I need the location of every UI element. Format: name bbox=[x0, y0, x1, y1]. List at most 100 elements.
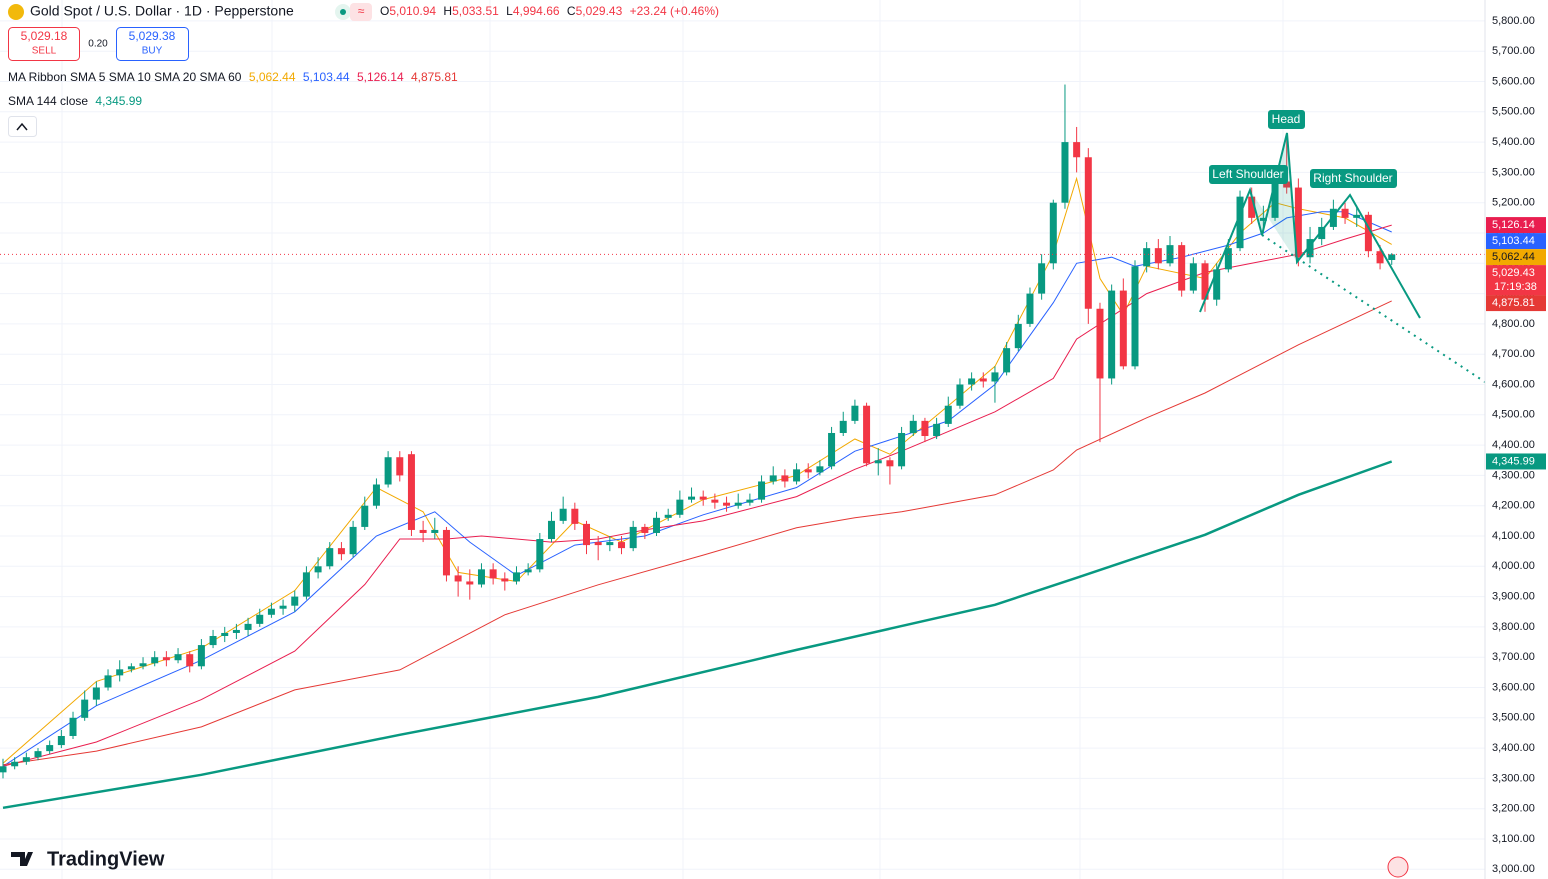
candle-body bbox=[618, 542, 626, 549]
flag-icon bbox=[1387, 856, 1409, 878]
collapse-button[interactable] bbox=[8, 116, 37, 137]
ohlc-value: 5,029.43 bbox=[576, 4, 623, 18]
label-box bbox=[1209, 165, 1288, 184]
candle-body bbox=[839, 420, 847, 433]
y-tick-label: 5,600.00 bbox=[1492, 75, 1535, 87]
candle-body bbox=[186, 654, 194, 667]
candle-body bbox=[1388, 254, 1396, 260]
candle-body bbox=[629, 526, 637, 549]
status-dot bbox=[340, 9, 346, 15]
candle-body bbox=[104, 675, 112, 688]
candle-body bbox=[349, 526, 357, 555]
candle-body bbox=[326, 548, 334, 567]
candle-body bbox=[536, 539, 544, 570]
candle-body bbox=[851, 405, 859, 421]
y-tick-label: 3,000.00 bbox=[1492, 863, 1535, 875]
y-tick-label: 3,700.00 bbox=[1492, 651, 1535, 663]
candle-body bbox=[116, 669, 124, 676]
y-tick-label: 3,600.00 bbox=[1492, 681, 1535, 693]
candle-body bbox=[151, 657, 159, 664]
candle-body bbox=[501, 578, 509, 582]
candle-body bbox=[46, 745, 54, 752]
symbol-title[interactable]: Gold Spot / U.S. Dollar · 1D · Peppersto… bbox=[30, 3, 294, 19]
y-tick-label: 3,300.00 bbox=[1492, 772, 1535, 784]
y-tick-label: 5,400.00 bbox=[1492, 136, 1535, 148]
ohlc-value: 4,994.66 bbox=[513, 4, 560, 18]
candle-body bbox=[1318, 226, 1326, 240]
ohlc-value: 5,033.51 bbox=[452, 4, 499, 18]
annotation: Left Shoulder bbox=[1212, 167, 1283, 181]
candle-body bbox=[22, 757, 30, 762]
candle-body bbox=[746, 499, 754, 503]
y-tick-label: 4,000.00 bbox=[1492, 560, 1535, 572]
status-glyph: ≈ bbox=[358, 4, 365, 18]
candle-body bbox=[571, 508, 579, 524]
candle-body bbox=[256, 614, 264, 624]
buy-button[interactable] bbox=[116, 27, 189, 61]
candle-body bbox=[1236, 196, 1244, 249]
price-badge bbox=[1486, 295, 1546, 312]
sma144-legend: SMA 144 close 4,345.99 bbox=[8, 94, 142, 108]
ribbon-params: SMA 5 SMA 10 SMA 20 SMA 60 bbox=[70, 70, 242, 84]
y-tick-label: 3,200.00 bbox=[1492, 803, 1535, 815]
candle-body bbox=[291, 596, 299, 606]
candle-body bbox=[1306, 239, 1314, 258]
candle-body bbox=[933, 423, 941, 437]
candle-body bbox=[1353, 214, 1361, 218]
buy-label: BUY bbox=[142, 46, 163, 57]
ma-line bbox=[2, 300, 1392, 766]
y-tick-label: 3,100.00 bbox=[1492, 833, 1535, 845]
y-tick-label: 4,800.00 bbox=[1492, 318, 1535, 330]
candle-body bbox=[1259, 217, 1267, 221]
y-tick-label: 5,300.00 bbox=[1492, 166, 1535, 178]
candle-body bbox=[302, 572, 310, 597]
label-box bbox=[1268, 110, 1305, 129]
candle-body bbox=[197, 645, 205, 667]
candle-body bbox=[1248, 196, 1256, 218]
candle-body bbox=[664, 514, 672, 518]
ma-line bbox=[2, 224, 1392, 767]
candle-body bbox=[968, 378, 976, 385]
candle-body bbox=[489, 569, 497, 579]
header: Gold Spot / U.S. Dollar · 1D · Peppersto… bbox=[8, 3, 1409, 878]
status-icon bbox=[350, 3, 372, 21]
candle-body bbox=[431, 529, 439, 533]
candle-body bbox=[69, 717, 77, 736]
candle-body bbox=[991, 372, 999, 382]
price-badge-label: 5,126.14 bbox=[1492, 219, 1535, 231]
candle-body bbox=[1014, 323, 1022, 349]
sell-button[interactable] bbox=[8, 27, 80, 61]
ohlc-key: O bbox=[380, 4, 389, 18]
candle-body bbox=[384, 457, 392, 485]
ribbon-name: MA Ribbon bbox=[8, 70, 67, 84]
candle-body bbox=[886, 460, 894, 467]
sma144-name: SMA 144 close bbox=[8, 94, 88, 108]
candle-body bbox=[583, 523, 590, 546]
candle-body bbox=[828, 432, 836, 467]
candle-body bbox=[127, 666, 135, 670]
candle-body bbox=[956, 384, 964, 406]
y-tick-label: 5,200.00 bbox=[1492, 197, 1535, 209]
label-box bbox=[1310, 169, 1397, 188]
candle-body bbox=[559, 508, 567, 521]
candle-body bbox=[641, 526, 649, 533]
plot bbox=[0, 20, 1485, 870]
price-badge bbox=[1486, 217, 1546, 234]
candle-body bbox=[139, 663, 147, 667]
candle-body bbox=[1178, 245, 1186, 291]
spread: 0.20 bbox=[88, 39, 108, 50]
candle-body bbox=[466, 581, 474, 585]
candle-body bbox=[454, 575, 462, 582]
candle-body bbox=[396, 457, 404, 476]
ohlc-key: C bbox=[567, 4, 576, 18]
candle-body bbox=[1084, 157, 1092, 309]
ribbon-legend: MA Ribbon SMA 5 SMA 10 SMA 20 SMA 60 5,0… bbox=[8, 70, 458, 84]
candle-body bbox=[209, 635, 217, 646]
sma144-value: 4,345.99 bbox=[95, 94, 142, 108]
candle-body bbox=[1049, 202, 1057, 264]
price-badge-label: 5,103.44 bbox=[1492, 235, 1535, 247]
y-tick-label: 4,100.00 bbox=[1492, 530, 1535, 542]
candle-body bbox=[81, 699, 89, 718]
